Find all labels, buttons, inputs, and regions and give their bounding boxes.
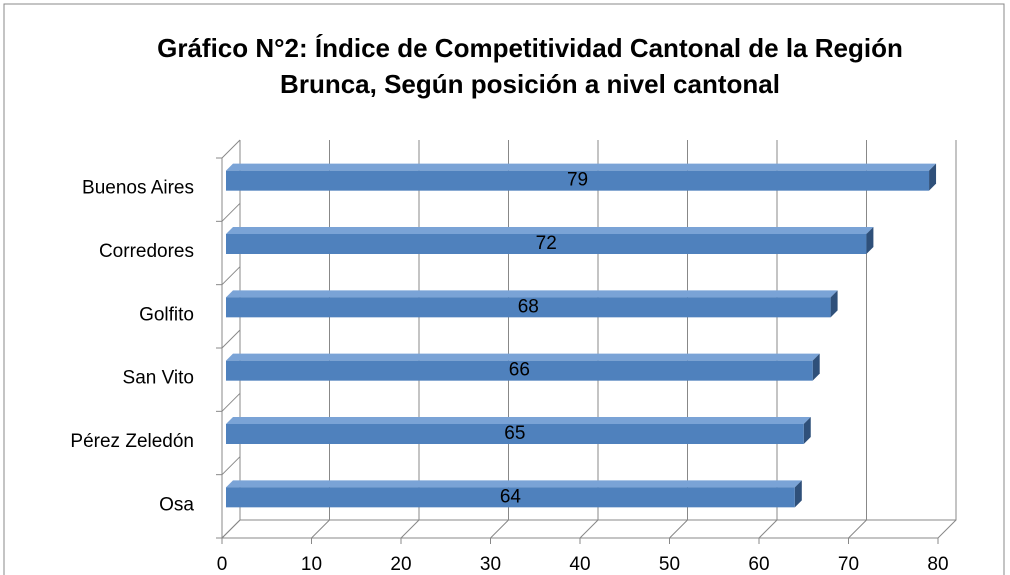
y-tick-label: Pérez Zeledón: [70, 431, 194, 452]
side-wall-line: [221, 329, 241, 349]
value-label: 66: [509, 360, 530, 381]
grid-line: [669, 140, 688, 539]
bar-side: [929, 163, 937, 191]
bar-side: [866, 227, 874, 254]
y-tick-label: Buenos Aires: [82, 178, 194, 199]
value-label: 79: [567, 170, 588, 191]
chart-border: [3, 3, 1005, 575]
x-tick-label: 80: [927, 554, 948, 575]
x-tick-label: 70: [838, 554, 859, 575]
x-tick-label: 20: [390, 554, 411, 575]
bar: [226, 170, 930, 191]
x-tick-label: 10: [301, 554, 322, 575]
y-tick-label: Corredores: [99, 241, 194, 262]
grid-line: [490, 140, 509, 539]
x-tick-label: 30: [480, 554, 501, 575]
side-wall-line: [221, 266, 241, 286]
y-tick-label: Golfito: [139, 304, 194, 325]
bar-top: [226, 163, 937, 171]
value-label: 72: [536, 233, 557, 254]
value-label: 68: [518, 296, 539, 317]
grid-line: [848, 140, 867, 539]
grid-line: [400, 140, 420, 539]
grid-line: [758, 140, 778, 539]
bar-top: [226, 290, 838, 298]
bar: [226, 234, 867, 254]
x-tick-label: 0: [217, 554, 228, 575]
bar: [226, 297, 831, 318]
grid-line: [311, 140, 330, 539]
bar-side: [812, 353, 820, 381]
x-tick-label: 60: [748, 554, 769, 575]
bar-side: [803, 417, 811, 444]
side-wall-line: [221, 202, 241, 222]
bar-top: [226, 417, 811, 424]
bar: [226, 487, 795, 508]
bar-top: [226, 480, 802, 488]
x-tick-label: 50: [659, 554, 680, 575]
grid-line: [579, 140, 599, 539]
value-label: 65: [504, 423, 525, 444]
bar-side: [830, 290, 838, 318]
bar-top: [226, 353, 820, 361]
y-tick-label: San Vito: [123, 368, 194, 389]
bar: [226, 360, 813, 381]
side-wall-line: [221, 519, 241, 539]
side-wall-line: [221, 456, 241, 476]
bar: [226, 424, 804, 444]
chart-subtitle: Brunca, Según posición a nivel cantonal: [280, 69, 780, 99]
value-label: 64: [500, 486, 522, 507]
side-wall-line: [221, 392, 241, 412]
bar-side: [794, 480, 802, 508]
bar-top: [226, 227, 874, 234]
side-wall-line: [221, 139, 241, 159]
grid-line: [937, 140, 957, 539]
chart-title: Gráfico N°2: Índice de Competitividad Ca…: [157, 33, 903, 63]
y-tick-label: Osa: [159, 494, 194, 515]
x-tick-label: 40: [569, 554, 590, 575]
